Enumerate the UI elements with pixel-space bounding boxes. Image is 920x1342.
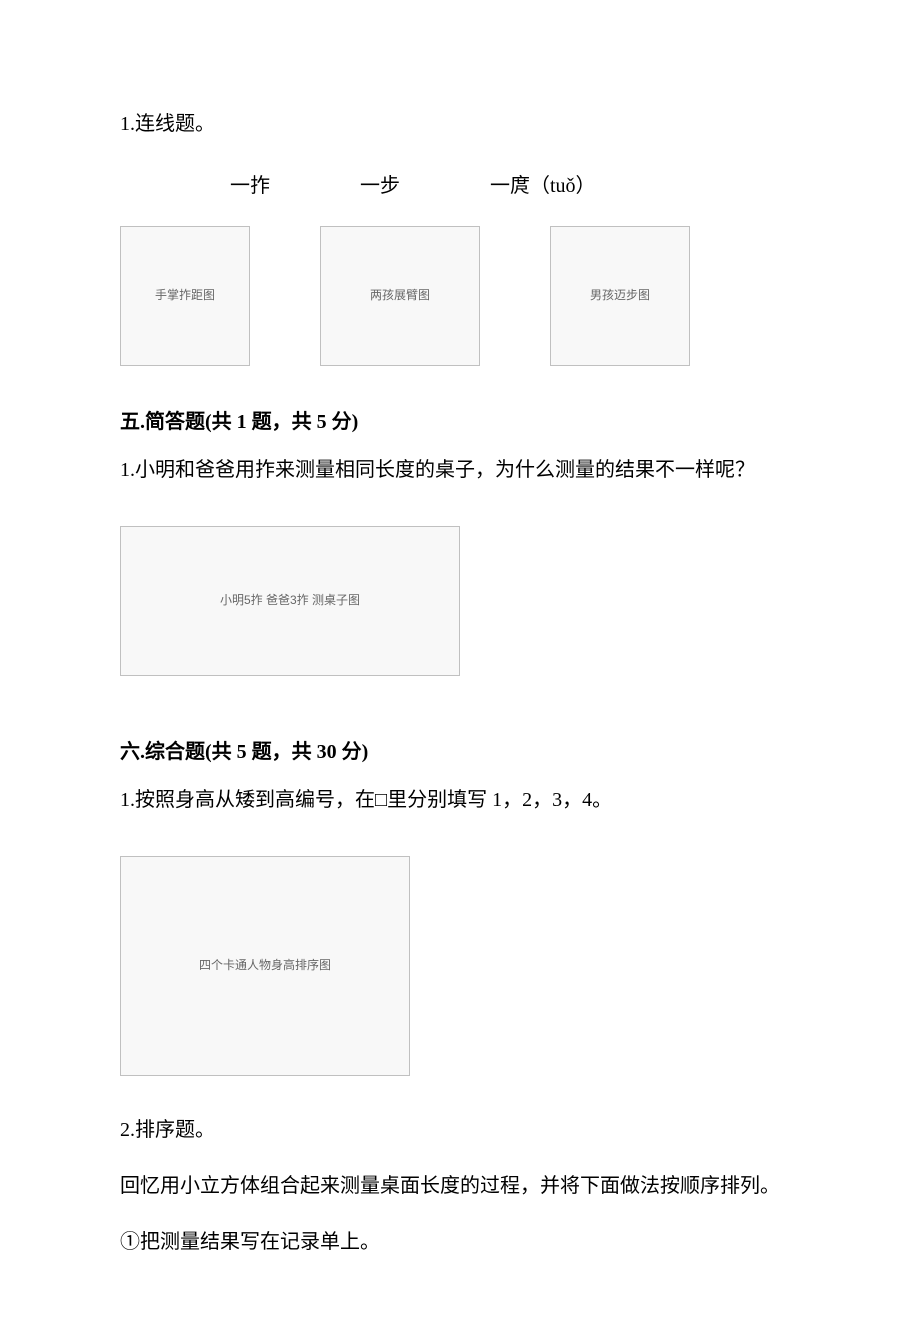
q6-2-line1: 回忆用小立方体组合起来测量桌面长度的过程，并将下面做法按顺序排列。 <box>120 1170 800 1202</box>
height-order-image: 四个卡通人物身高排序图 <box>120 856 410 1076</box>
label-bu: 一步 <box>360 170 400 202</box>
arm-span-image: 两孩展臂图 <box>320 226 480 366</box>
step-image: 男孩迈步图 <box>550 226 690 366</box>
q6-1-text: 1.按照身高从矮到高编号，在□里分别填写 1，2，3，4。 <box>120 784 800 816</box>
section-5-header: 五.简答题(共 1 题，共 5 分) <box>120 406 800 438</box>
section-6-header: 六.综合题(共 5 题，共 30 分) <box>120 736 800 768</box>
q5-1-text: 1.小明和爸爸用拃来测量相同长度的桌子，为什么测量的结果不一样呢？ <box>120 454 800 486</box>
q6-2-title: 2.排序题。 <box>120 1114 800 1146</box>
desk-measure-image: 小明5拃 爸爸3拃 测桌子图 <box>120 526 460 676</box>
q4-1-title: 1.连线题。 <box>120 108 800 140</box>
q4-1-label-row: 一拃 一步 一庹（tuǒ） <box>230 170 800 202</box>
q4-1-image-row: 手掌拃距图 两孩展臂图 男孩迈步图 <box>120 226 800 366</box>
label-tuo: 一庹（tuǒ） <box>490 170 596 202</box>
label-zha: 一拃 <box>230 170 270 202</box>
q6-2-line2: ①把测量结果写在记录单上。 <box>120 1226 800 1258</box>
hand-span-image: 手掌拃距图 <box>120 226 250 366</box>
